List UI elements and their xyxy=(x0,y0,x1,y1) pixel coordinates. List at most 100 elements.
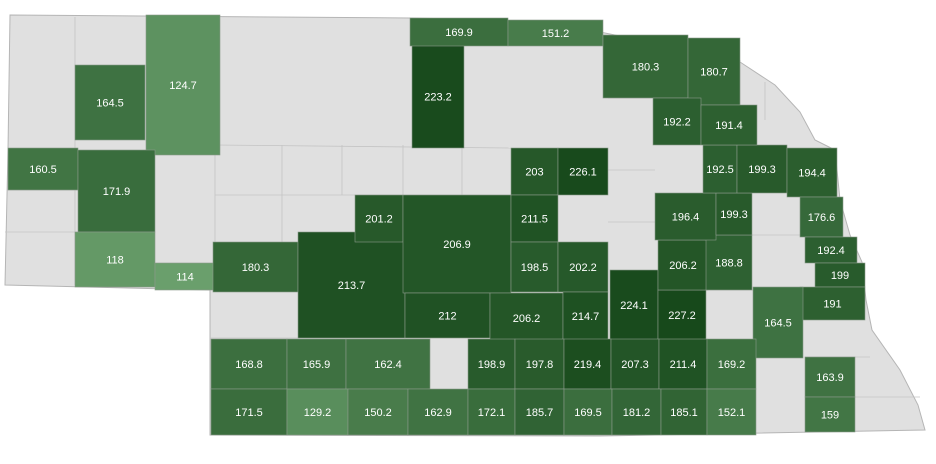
county[interactable]: 211.5 xyxy=(510,194,559,243)
county-shape[interactable] xyxy=(510,147,559,196)
county[interactable]: 214.7 xyxy=(562,291,609,341)
county-shape[interactable] xyxy=(700,104,758,146)
county[interactable]: 191.4 xyxy=(700,104,758,146)
county-shape[interactable] xyxy=(489,292,564,344)
county[interactable]: 202.2 xyxy=(557,241,609,293)
county-shape[interactable] xyxy=(510,241,559,293)
county[interactable]: 197.8 xyxy=(514,338,565,390)
county-shape[interactable] xyxy=(706,338,757,390)
county-shape[interactable] xyxy=(286,338,347,390)
county-shape[interactable] xyxy=(814,262,866,288)
county-shape[interactable] xyxy=(467,338,516,390)
county[interactable]: 171.9 xyxy=(77,149,156,233)
county[interactable]: 185.7 xyxy=(514,388,565,436)
county[interactable]: 152.1 xyxy=(706,388,757,436)
county[interactable]: 223.2 xyxy=(411,44,465,149)
county[interactable]: 164.5 xyxy=(752,286,804,359)
county-shape[interactable] xyxy=(563,338,612,390)
county[interactable]: 192.2 xyxy=(652,97,702,146)
county[interactable]: 188.8 xyxy=(705,234,753,291)
county[interactable]: 207.3 xyxy=(610,338,660,390)
county[interactable]: 163.9 xyxy=(804,356,856,398)
county[interactable]: 169.5 xyxy=(563,388,613,436)
county-shape[interactable] xyxy=(804,356,856,398)
county[interactable]: 181.2 xyxy=(611,388,662,436)
county[interactable]: 196.4 xyxy=(654,192,717,241)
county[interactable]: 198.5 xyxy=(510,241,559,293)
county[interactable]: 129.2 xyxy=(286,388,349,436)
county[interactable]: 160.5 xyxy=(7,147,79,191)
county[interactable]: 226.1 xyxy=(557,147,609,196)
county-shape[interactable] xyxy=(706,388,757,436)
county[interactable]: 198.9 xyxy=(467,338,516,390)
county-shape[interactable] xyxy=(74,231,156,288)
county-shape[interactable] xyxy=(562,291,609,341)
county-shape[interactable] xyxy=(404,292,491,339)
county[interactable]: 159 xyxy=(804,396,856,433)
county-shape[interactable] xyxy=(609,269,659,341)
county-shape[interactable] xyxy=(687,37,741,106)
county[interactable]: 168.8 xyxy=(210,338,288,390)
county-shape[interactable] xyxy=(507,19,604,47)
county-shape[interactable] xyxy=(563,388,613,436)
county[interactable]: 206.9 xyxy=(402,194,512,294)
county-shape[interactable] xyxy=(409,17,509,47)
county-shape[interactable] xyxy=(804,236,858,264)
county-shape[interactable] xyxy=(705,234,753,291)
county-shape[interactable] xyxy=(658,338,708,390)
county-shape[interactable] xyxy=(347,388,409,436)
county-shape[interactable] xyxy=(145,14,221,156)
county[interactable]: 191 xyxy=(799,286,866,321)
county[interactable]: 199.3 xyxy=(715,192,753,236)
county[interactable]: 114 xyxy=(154,262,216,291)
county[interactable]: 201.2 xyxy=(354,194,404,243)
county[interactable]: 211.4 xyxy=(658,338,708,390)
county-shape[interactable] xyxy=(210,388,288,436)
county[interactable]: 194.4 xyxy=(786,147,838,198)
county-shape[interactable] xyxy=(610,338,660,390)
county[interactable]: 176.6 xyxy=(799,196,844,238)
county-shape[interactable] xyxy=(715,192,753,236)
county-shape[interactable] xyxy=(74,64,146,141)
county-shape[interactable] xyxy=(407,388,469,436)
county-shape[interactable] xyxy=(402,194,512,294)
county[interactable]: 172.1 xyxy=(467,388,516,436)
county[interactable]: 224.1 xyxy=(609,269,659,341)
county[interactable]: 212 xyxy=(404,292,491,339)
county-shape[interactable] xyxy=(652,97,702,146)
county[interactable]: 185.1 xyxy=(660,388,708,436)
county[interactable]: 171.5 xyxy=(210,388,288,436)
county-shape[interactable] xyxy=(804,396,856,433)
county[interactable]: 180.7 xyxy=(687,37,741,106)
county-shape[interactable] xyxy=(557,147,609,196)
county[interactable]: 180.3 xyxy=(602,34,689,99)
county[interactable]: 219.4 xyxy=(563,338,612,390)
county[interactable]: 227.2 xyxy=(657,289,707,341)
county[interactable]: 203 xyxy=(510,147,559,196)
county-shape[interactable] xyxy=(799,196,844,238)
county[interactable]: 118 xyxy=(74,231,156,288)
county[interactable]: 165.9 xyxy=(286,338,347,390)
county-shape[interactable] xyxy=(510,194,559,243)
county[interactable]: 169.2 xyxy=(706,338,757,390)
county-shape[interactable] xyxy=(514,388,565,436)
county-shape[interactable] xyxy=(702,144,738,194)
county[interactable]: 180.3 xyxy=(212,241,299,293)
county[interactable]: 199.3 xyxy=(736,144,788,194)
county-shape[interactable] xyxy=(286,388,349,436)
county-shape[interactable] xyxy=(345,338,431,390)
county[interactable]: 206.2 xyxy=(489,292,564,344)
county[interactable]: 169.9 xyxy=(409,17,509,47)
county[interactable]: 162.4 xyxy=(345,338,431,390)
county-shape[interactable] xyxy=(611,388,662,436)
county[interactable]: 124.7 xyxy=(145,14,221,156)
county-shape[interactable] xyxy=(602,34,689,99)
county-shape[interactable] xyxy=(7,147,79,191)
county[interactable]: 192.4 xyxy=(804,236,858,264)
county[interactable]: 206.2 xyxy=(657,239,709,291)
county-shape[interactable] xyxy=(212,241,299,293)
county[interactable]: 199 xyxy=(814,262,866,288)
county[interactable]: 151.2 xyxy=(507,19,604,47)
county-shape[interactable] xyxy=(736,144,788,194)
county-shape[interactable] xyxy=(411,44,465,149)
